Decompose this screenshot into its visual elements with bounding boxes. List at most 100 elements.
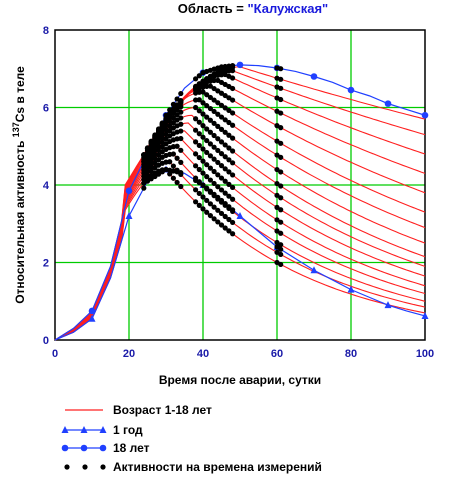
plot-frame — [54, 29, 426, 341]
measurement-point — [200, 100, 206, 106]
measurement-point — [207, 129, 213, 135]
measurement-point — [200, 146, 206, 152]
y-tick-label: 4 — [43, 180, 50, 192]
measurement-point — [178, 121, 184, 127]
measurement-point — [226, 204, 232, 210]
measurement-point — [218, 102, 225, 108]
x-tick-label: 40 — [197, 348, 209, 360]
measurement-point — [230, 148, 236, 154]
measurement-point — [193, 97, 199, 103]
measurement-point — [230, 135, 236, 141]
measurement-point — [274, 192, 280, 198]
measurement-point — [196, 190, 202, 197]
measurement-point — [178, 128, 184, 134]
series-18-years-marker — [88, 307, 96, 315]
measurement-point — [218, 114, 225, 120]
measurement-point — [218, 163, 225, 169]
measurement-point — [178, 147, 184, 153]
chart-title: Область = "Калужская" — [178, 1, 328, 16]
measurement-point — [204, 103, 210, 109]
measurement-point — [152, 165, 158, 171]
y-tick-label: 0 — [43, 335, 49, 347]
measurement-point — [215, 88, 221, 94]
measurement-point — [170, 120, 176, 126]
measurement-point — [215, 159, 221, 166]
measurement-point — [193, 139, 199, 145]
chart-legend: Возраст 1-18 лет 1 год 18 лет Активности… — [61, 403, 322, 474]
measurement-point — [278, 251, 284, 258]
measurement-point — [200, 134, 206, 140]
measurement-point — [200, 206, 206, 212]
measurement-point — [218, 187, 225, 193]
measurement-point — [218, 175, 225, 181]
measurement-point — [207, 83, 213, 89]
measurement-point — [230, 184, 236, 191]
measurement-point — [222, 142, 228, 148]
measurement-point — [207, 94, 213, 101]
measurement-point — [230, 231, 236, 237]
legend-18-years-marker — [80, 444, 88, 452]
measurement-point — [278, 195, 284, 201]
measurement-point — [196, 73, 202, 79]
measurement-point — [178, 104, 184, 110]
measurement-point — [174, 143, 180, 149]
legend-measurements-marker — [64, 464, 70, 470]
measurement-point — [178, 135, 184, 142]
measurement-point — [211, 120, 217, 126]
y-axis-label-isotope-symbol: Cs — [13, 107, 27, 123]
y-axis-label-prefix: Относительная активность — [13, 137, 27, 303]
series-18-years-marker — [125, 187, 133, 195]
measurement-point — [222, 178, 228, 184]
series-18-years-marker — [384, 100, 392, 107]
measurement-point — [230, 160, 236, 166]
measurement-point — [159, 131, 165, 137]
measurement-point — [230, 196, 236, 202]
measurement-point — [211, 180, 217, 187]
measurement-point — [226, 169, 232, 175]
legend-18-years-marker — [99, 444, 107, 452]
measurement-point — [193, 76, 199, 82]
measurement-point — [230, 172, 236, 178]
legend-1-year-marker — [99, 426, 107, 433]
legend-1-year-marker — [80, 426, 88, 433]
measurement-point — [230, 219, 236, 226]
measurement-point — [278, 207, 284, 213]
measurement-point — [174, 155, 180, 161]
measurement-point — [204, 209, 210, 215]
measurement-point — [211, 77, 217, 84]
measurement-point — [278, 230, 284, 236]
measurement-point — [278, 85, 284, 91]
measurement-point — [278, 219, 284, 225]
measurement-point — [215, 123, 221, 129]
measurement-point — [196, 154, 202, 161]
y-tick-label: 6 — [43, 103, 49, 115]
measurement-point — [215, 194, 221, 200]
measurement-point — [218, 151, 225, 157]
measurement-point — [211, 144, 217, 150]
measurement-point — [178, 100, 184, 106]
measurement-point — [141, 158, 147, 164]
measurement-point — [178, 115, 184, 121]
measurement-point — [152, 135, 158, 142]
measurement-point — [218, 126, 225, 132]
measurement-point — [226, 145, 232, 151]
series-18-years-marker — [310, 73, 318, 80]
chart-title-region: "Калужская" — [247, 1, 328, 16]
series-1-year-marker — [88, 314, 96, 322]
x-tick-label: 0 — [52, 348, 58, 360]
measurement-point — [230, 85, 236, 92]
measurement-point — [215, 207, 221, 213]
measurement-point — [230, 207, 236, 213]
legend-measurements-marker — [82, 464, 88, 470]
measurement-point — [200, 158, 206, 164]
measurement-point — [178, 170, 184, 176]
measurement-point — [211, 108, 217, 115]
series-18-years-marker — [236, 61, 244, 69]
axis-ticks: 0 20 40 60 80 100 0 2 4 6 8 — [43, 25, 434, 360]
measurement-point — [278, 110, 284, 116]
measurement-point — [196, 119, 202, 125]
measurement-point — [207, 165, 213, 171]
measurement-point — [200, 182, 206, 188]
series-1-year-marker — [125, 212, 133, 219]
x-tick-label: 100 — [416, 348, 434, 360]
